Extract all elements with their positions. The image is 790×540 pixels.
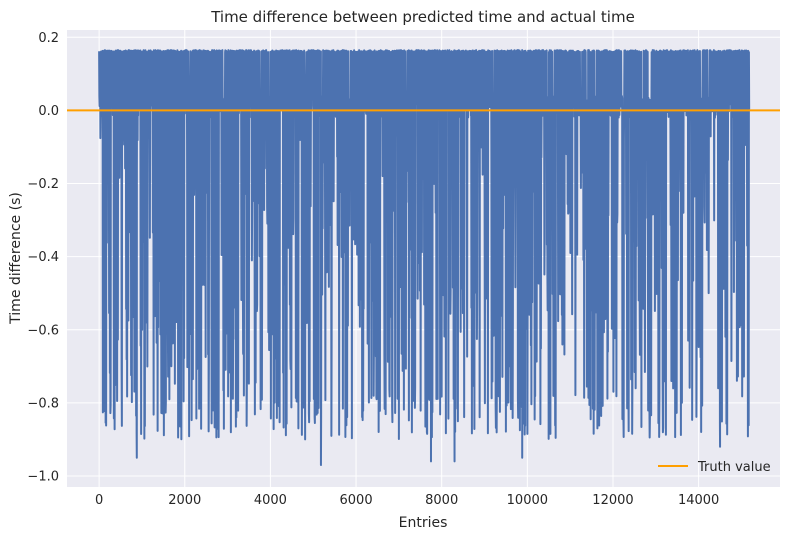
y-ticks: 0.2 0.0 −0.2 −0.4 −0.6 −0.8 −1.0: [27, 31, 59, 485]
chart-title: Time difference between predicted time a…: [210, 8, 635, 26]
x-tick-label: 8000: [425, 493, 458, 508]
y-tick-label: 0.0: [38, 104, 59, 119]
x-tick-label: 0: [95, 493, 103, 508]
series-time-difference-line: [98, 49, 751, 467]
legend-label-truth-value: Truth value: [697, 460, 771, 475]
x-tick-label: 6000: [340, 493, 373, 508]
y-tick-label: −1.0: [27, 470, 59, 485]
y-tick-label: −0.4: [27, 250, 59, 265]
y-tick-label: −0.6: [27, 323, 59, 338]
legend: Truth value: [658, 460, 771, 475]
x-tick-label: 12000: [592, 493, 633, 508]
y-tick-label: −0.2: [27, 177, 59, 192]
x-axis-label: Entries: [399, 515, 448, 531]
y-tick-label: −0.8: [27, 396, 59, 411]
data-layer: [98, 49, 751, 467]
x-tick-label: 2000: [168, 493, 201, 508]
y-axis-label: Time difference (s): [8, 192, 24, 325]
x-tick-label: 4000: [254, 493, 287, 508]
y-tick-label: 0.2: [38, 31, 59, 46]
x-ticks: 0 2000 4000 6000 8000 10000 12000 14000: [95, 493, 719, 508]
x-tick-label: 10000: [507, 493, 548, 508]
x-tick-label: 14000: [678, 493, 719, 508]
